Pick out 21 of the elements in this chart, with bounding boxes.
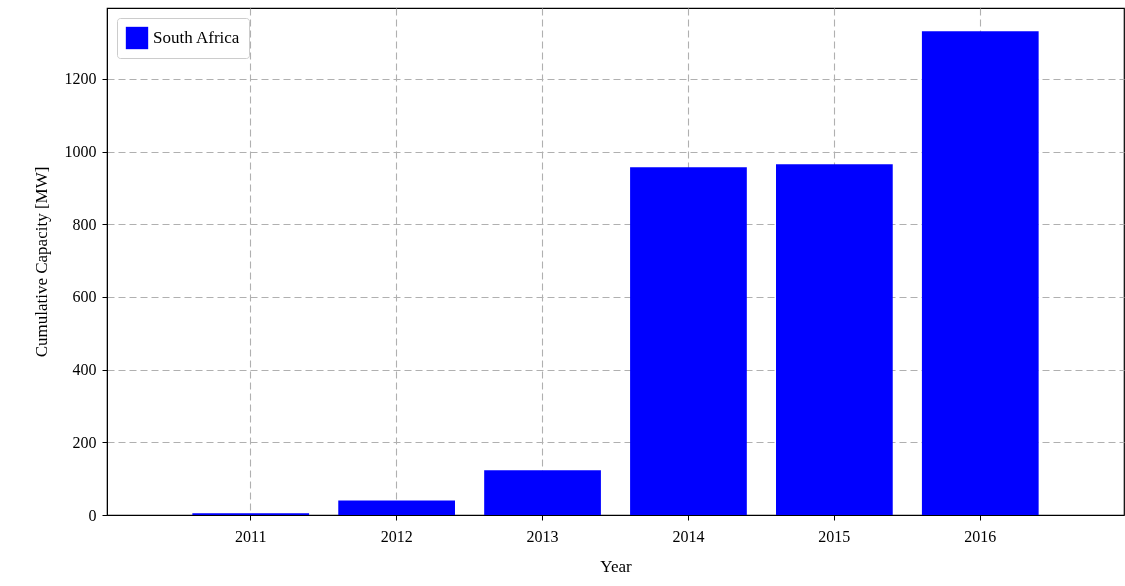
x-tick-label: 2012	[380, 527, 413, 545]
y-tick-label: 400	[72, 361, 97, 379]
x-tick-label: 2014	[672, 527, 705, 545]
y-tick-label: 800	[72, 215, 97, 233]
x-tick-label: 2016	[964, 527, 997, 545]
x-tick-label: 2013	[526, 527, 559, 545]
bar	[776, 164, 893, 515]
y-tick-label: 0	[88, 506, 97, 524]
x-tick-label: 2015	[818, 527, 851, 545]
x-tick-label: 2011	[235, 527, 267, 545]
legend-label: South Africa	[153, 28, 240, 47]
y-axis-title: Cumulative Capacity [MW]	[31, 166, 51, 358]
bar	[484, 470, 601, 515]
y-tick-label: 200	[72, 433, 97, 451]
y-tick-label: 1000	[64, 143, 97, 161]
y-tick-label: 1200	[64, 70, 97, 88]
bar	[338, 500, 455, 515]
y-tick-label: 600	[72, 288, 97, 306]
bar	[921, 31, 1039, 515]
bar	[630, 167, 747, 515]
x-axis-title: Year	[600, 556, 632, 576]
